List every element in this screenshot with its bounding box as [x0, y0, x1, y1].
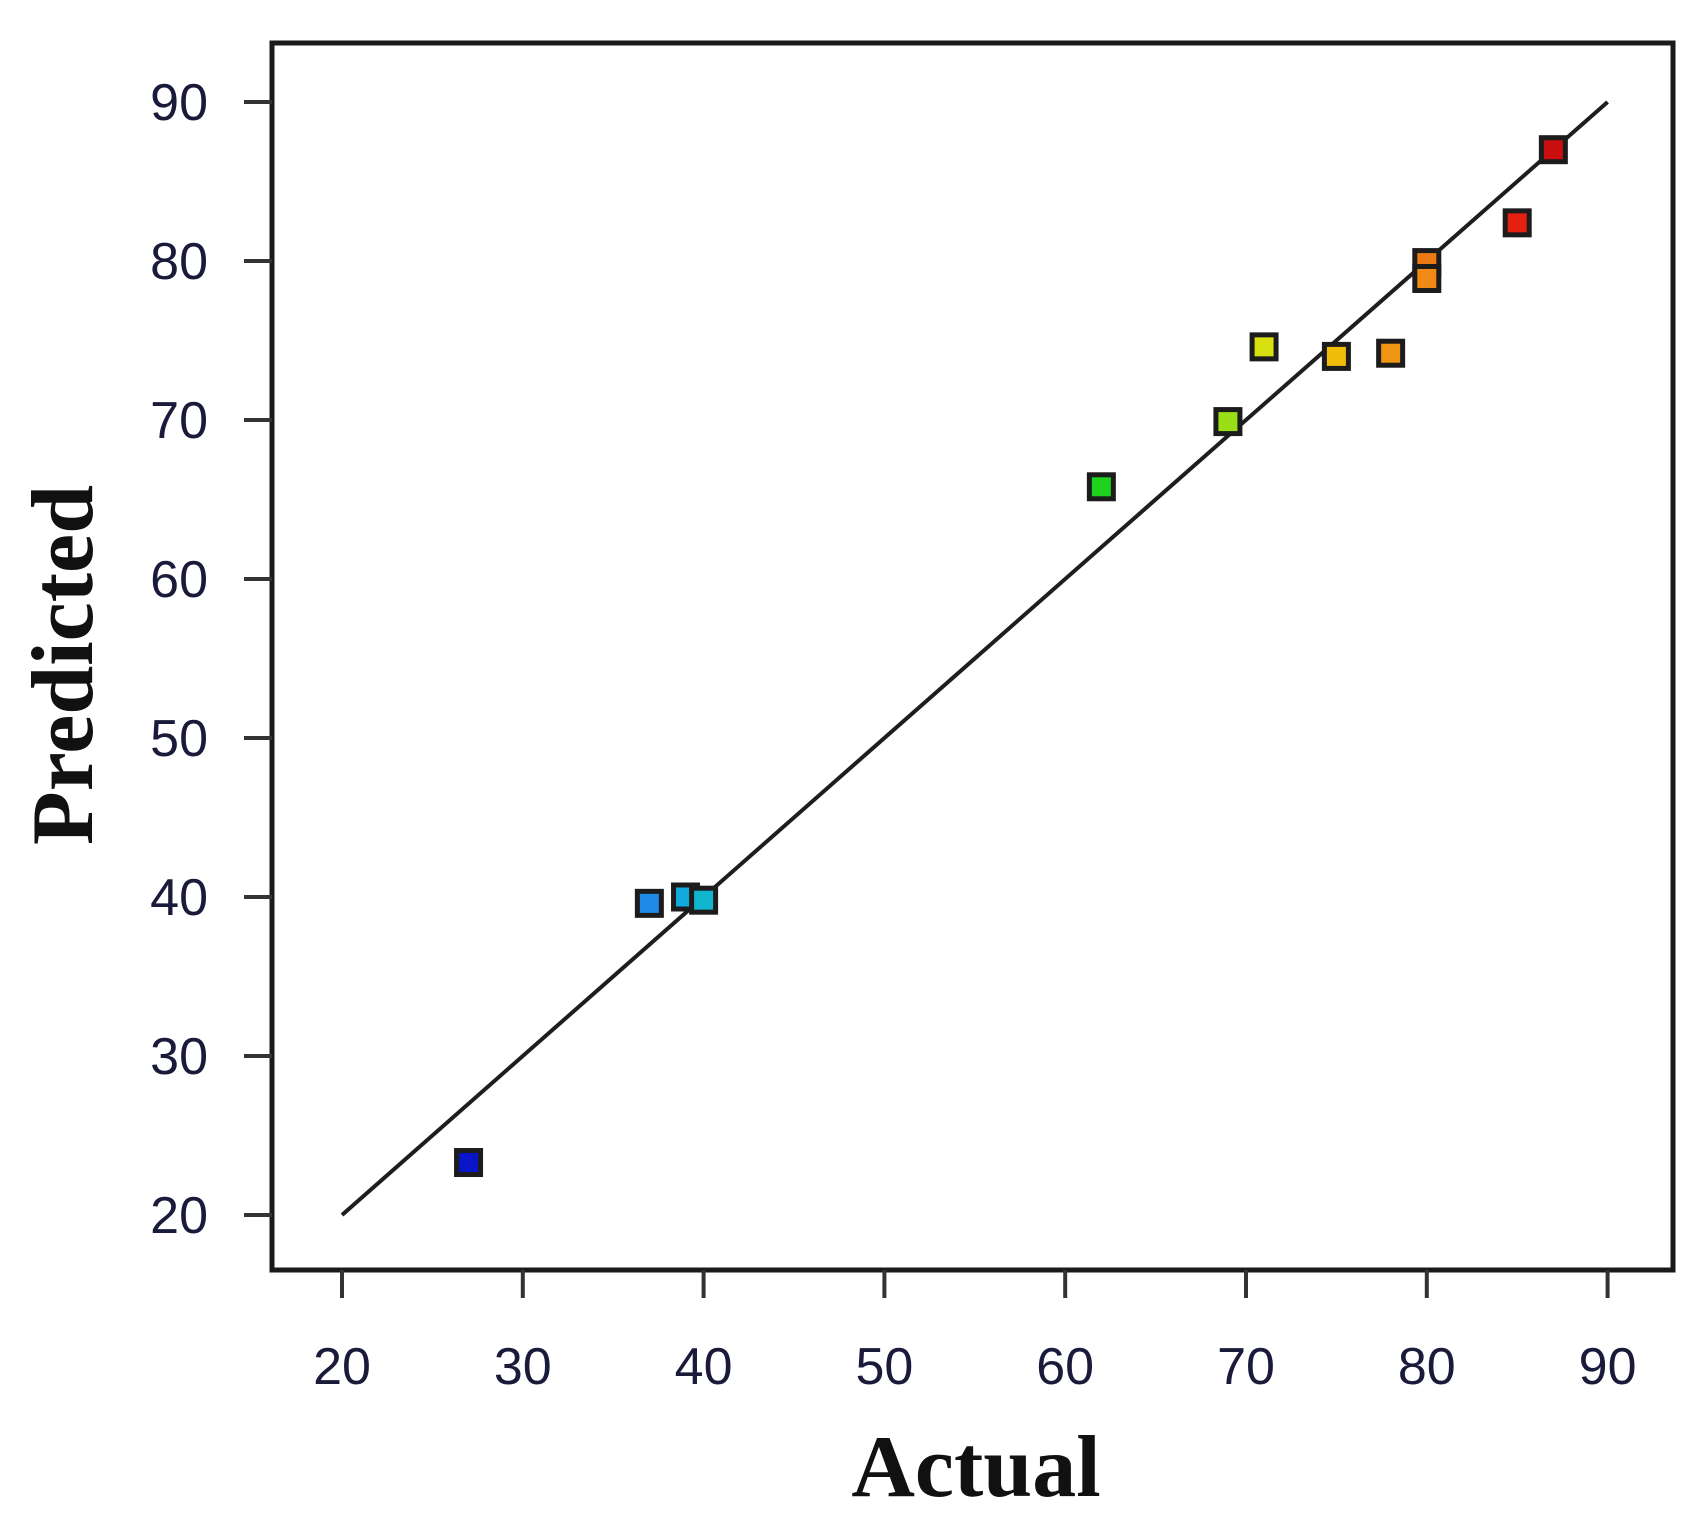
y-tick-label: 20 [150, 1187, 208, 1245]
y-tick-label: 30 [150, 1028, 208, 1086]
data-point [1321, 341, 1351, 371]
x-tick-label: 90 [1579, 1338, 1637, 1396]
plot-frame [269, 40, 1676, 1273]
data-point [634, 888, 664, 918]
y-tick-label: 60 [150, 551, 208, 609]
x-tick-label: 40 [675, 1338, 733, 1396]
y-tick-label: 70 [150, 392, 208, 450]
data-point [1213, 407, 1243, 437]
data-point [454, 1148, 484, 1178]
x-axis: 20 30 40 50 60 70 80 90 [313, 1270, 1637, 1396]
data-point [1412, 263, 1442, 293]
data-point [1086, 472, 1116, 502]
y-tick-label: 50 [150, 710, 208, 768]
y-tick-label: 40 [150, 869, 208, 927]
data-points [454, 135, 1568, 1178]
data-point [1538, 135, 1568, 165]
reference-line [340, 100, 1609, 1217]
data-point [1502, 208, 1532, 238]
x-tick-label: 80 [1398, 1338, 1456, 1396]
x-tick-label: 20 [313, 1338, 371, 1396]
y-axis-title: Predicted [15, 485, 112, 845]
x-tick-label: 70 [1217, 1338, 1275, 1396]
data-point [1376, 338, 1406, 368]
x-tick-label: 30 [494, 1338, 552, 1396]
x-tick-label: 60 [1036, 1338, 1094, 1396]
data-point [1249, 332, 1279, 362]
x-axis-title: Actual [851, 1419, 1100, 1516]
y-tick-label: 90 [150, 74, 208, 132]
y-axis: 20 30 40 50 60 70 80 90 [150, 74, 272, 1245]
x-tick-label: 50 [855, 1338, 913, 1396]
data-point [689, 885, 719, 915]
y-tick-label: 80 [150, 233, 208, 291]
